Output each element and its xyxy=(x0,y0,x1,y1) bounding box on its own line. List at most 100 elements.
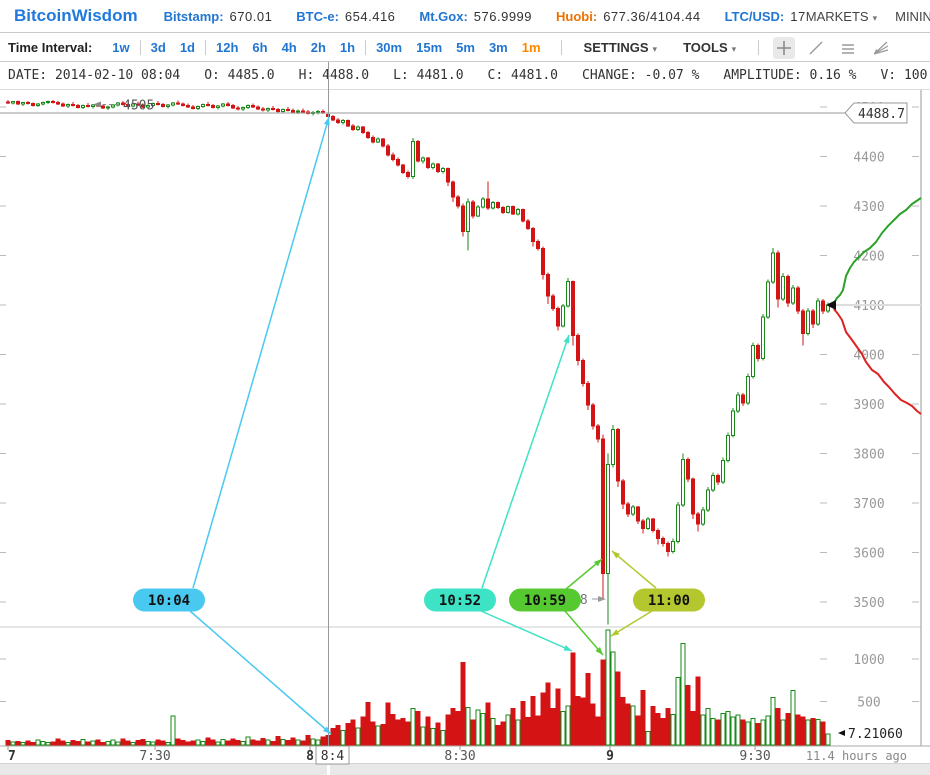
volume-bar xyxy=(735,714,741,746)
volume-bar xyxy=(110,739,116,746)
candle-body xyxy=(61,103,65,107)
candle-body xyxy=(781,275,785,300)
volume-bar xyxy=(50,741,56,746)
candle-body xyxy=(71,104,75,107)
price-chart-svg[interactable]: 4500440043004200410040003900380037003600… xyxy=(0,90,930,775)
arrowhead xyxy=(593,559,602,567)
candle-body xyxy=(406,171,410,177)
time-annotation-pill[interactable] xyxy=(133,588,205,612)
interval-1h[interactable]: 1h xyxy=(339,40,356,55)
horizontal-lines-icon[interactable] xyxy=(837,37,859,59)
info-field: AMPLITUDE: 0.16 % xyxy=(723,68,857,83)
interval-2h[interactable]: 2h xyxy=(310,40,326,55)
candle-body xyxy=(786,275,790,304)
candle-body xyxy=(626,503,630,515)
ticker-1[interactable]: BTC-e: 654.416 xyxy=(296,9,395,24)
interval-3m[interactable]: 3m xyxy=(488,40,508,55)
ticker-3[interactable]: Huobi: 677.36/4104.44 xyxy=(556,9,701,24)
interval-15m[interactable]: 15m xyxy=(416,40,443,55)
interval-3d[interactable]: 3d xyxy=(150,40,166,55)
candle-body xyxy=(636,506,640,522)
ticker-4[interactable]: LTC/USD: 17 xyxy=(725,9,806,24)
interval-4h[interactable]: 4h xyxy=(281,40,297,55)
volume-bar xyxy=(540,692,546,746)
candle-body xyxy=(686,458,690,480)
interval-1m[interactable]: 1m xyxy=(521,40,541,55)
candle-body xyxy=(51,101,55,104)
interval-1d[interactable]: 1d xyxy=(179,40,195,55)
axis-label: 3800 xyxy=(853,448,884,463)
interval-5m[interactable]: 5m xyxy=(456,40,475,55)
candle-body xyxy=(441,167,445,172)
volume-bar xyxy=(700,714,706,746)
volume-bar xyxy=(80,738,86,746)
ticker-value: 576.9999 xyxy=(473,8,533,24)
candle-body xyxy=(721,459,725,483)
bottom-scroll-strip[interactable] xyxy=(0,764,930,775)
interval-1w[interactable]: 1w xyxy=(112,40,130,55)
crosshair-plus-icon[interactable] xyxy=(773,36,796,59)
volume-bar xyxy=(105,740,111,746)
candle-body xyxy=(151,103,155,107)
ticker-value: 670.01 xyxy=(229,8,273,24)
interval-6h[interactable]: 6h xyxy=(252,40,268,55)
volume-bar xyxy=(780,719,786,746)
settings-menu[interactable]: SETTINGS ▾ xyxy=(583,40,658,55)
ticker-2[interactable]: Mt.Gox: 576.9999 xyxy=(419,9,532,24)
depth-asks-line xyxy=(833,197,922,304)
axis-label: 4100 xyxy=(853,299,884,314)
candle-body xyxy=(366,132,370,139)
candle-body xyxy=(796,287,800,312)
mining-menu[interactable]: MINING▾ xyxy=(895,8,930,24)
tools-menu[interactable]: TOOLS ▾ xyxy=(683,40,737,55)
candle-body xyxy=(731,410,735,437)
interval-12h[interactable]: 12h xyxy=(215,40,239,55)
volume-bar xyxy=(285,740,291,746)
volume-bar xyxy=(250,739,256,746)
fan-arrow-icon[interactable] xyxy=(869,37,891,59)
volume-bar xyxy=(635,715,641,746)
candle-body xyxy=(616,429,620,482)
volume-bar xyxy=(665,707,671,746)
candle-body xyxy=(221,103,225,107)
volume-bar xyxy=(800,716,806,746)
volume-bar xyxy=(385,702,391,746)
candle-body xyxy=(691,478,695,515)
volume-bar xyxy=(565,705,571,746)
volume-bar xyxy=(530,695,536,746)
candle-body xyxy=(801,310,805,335)
arrowhead xyxy=(323,117,330,126)
volume-bar xyxy=(15,740,21,746)
time-annotation-pill[interactable] xyxy=(424,588,496,612)
markets-menu[interactable]: MARKETS ▾ xyxy=(805,8,878,24)
candle-body xyxy=(621,480,625,505)
volume-bar xyxy=(245,736,251,746)
ticker-value: 654.416 xyxy=(344,8,396,24)
volume-bar xyxy=(655,712,661,746)
time-annotation-label: 10:04 xyxy=(148,593,190,609)
candle-body xyxy=(231,105,235,109)
ticker-0[interactable]: Bitstamp: 670.01 xyxy=(164,9,273,24)
time-annotation-pill[interactable] xyxy=(509,588,581,612)
volume-bar xyxy=(650,706,656,746)
ohlc-info-bar: DATE: 2014-02-10 08:04 O: 4485.0 H: 4488.0… xyxy=(0,62,930,90)
volume-bar xyxy=(620,696,626,746)
time-annotation-pill[interactable] xyxy=(633,588,705,612)
candle-body xyxy=(526,220,530,229)
candle-body xyxy=(226,103,230,107)
candle-body xyxy=(496,202,500,208)
interval-30m[interactable]: 30m xyxy=(376,40,403,55)
time-annotation-label: 11:00 xyxy=(648,593,690,609)
volume-bar xyxy=(775,707,781,746)
volume-bar xyxy=(125,740,131,746)
volume-bar xyxy=(465,706,471,746)
candle-body xyxy=(651,518,655,532)
site-logo[interactable]: BitcoinWisdom xyxy=(14,6,138,25)
trendline-icon[interactable] xyxy=(805,37,827,59)
ticker-label: Mt.Gox: xyxy=(419,8,468,24)
volume-bar xyxy=(570,652,576,746)
axis-label: 4400 xyxy=(853,151,884,166)
market-tickers: Bitstamp: 670.01 BTC-e: 654.416 Mt.Gox: 576.9… xyxy=(164,9,806,24)
candle-body xyxy=(591,404,595,427)
volume-bar xyxy=(140,738,146,746)
